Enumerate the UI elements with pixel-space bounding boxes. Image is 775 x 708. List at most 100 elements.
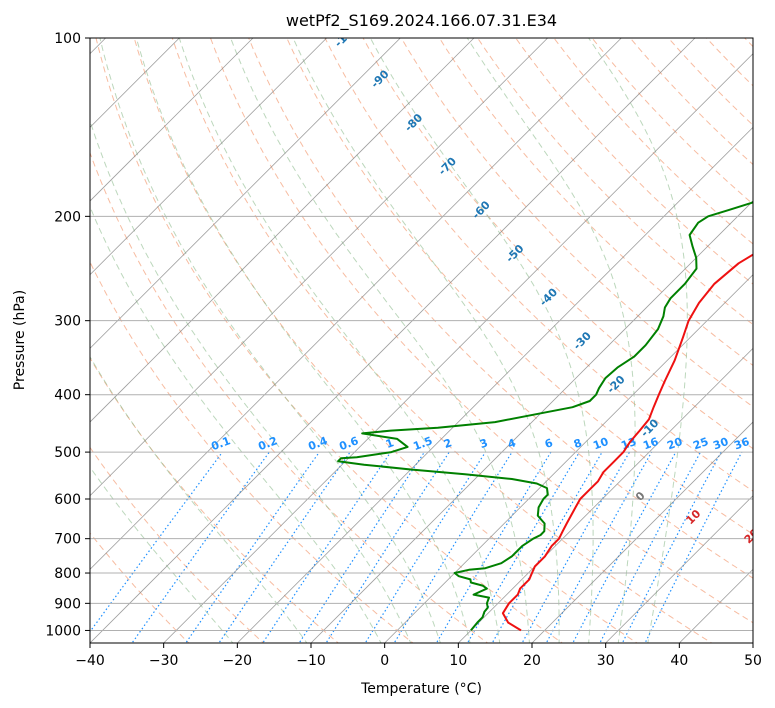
temperature-line	[501, 253, 753, 632]
isotherm-line	[90, 38, 548, 497]
y-tick-label: 1000	[45, 623, 81, 639]
dry-adiabat-line	[90, 532, 190, 643]
chart-title: wetPf2_S169.2024.166.07.31.E34	[286, 11, 557, 31]
isotherm-line	[310, 200, 753, 643]
mixing-ratio-label: 10	[591, 435, 610, 453]
isotherm-line	[458, 347, 753, 643]
dry-adiabat-line	[286, 38, 753, 535]
x-tick-label: −10	[296, 653, 326, 669]
mixing-ratio-label: 1.5	[411, 434, 434, 453]
mixing-ratio-line	[466, 451, 580, 643]
dry-adiabat-line	[667, 38, 753, 126]
moist-adiabat-label: 20	[742, 526, 762, 546]
isotherm-line	[531, 421, 753, 643]
dry-adiabat-label: -80	[402, 111, 425, 134]
moist-adiabat-line	[90, 355, 308, 643]
mixing-ratio-label: 4	[506, 436, 518, 451]
y-tick-label: 300	[54, 314, 81, 330]
x-axis: −40 −30 −20 −10 0 10 20 30 40 50	[75, 643, 762, 669]
mixing-ratio-label: 0.4	[306, 434, 329, 453]
x-axis-label: Temperature (°C)	[360, 681, 482, 697]
dry-adiabat-line	[770, 25, 775, 646]
mixing-ratio-label: 2	[442, 436, 454, 451]
mixing-ratio-label: 8	[572, 436, 584, 451]
mixing-ratio-label: 36	[732, 435, 751, 453]
mixing-ratio-line	[185, 451, 320, 643]
dry-adiabat-line	[438, 38, 753, 367]
mixing-ratio-label: 0.6	[337, 434, 360, 453]
isotherm-line	[90, 38, 475, 423]
mixing-ratio-line	[599, 451, 702, 643]
mixing-ratio-line	[644, 451, 743, 643]
y-tick-label: 500	[54, 445, 81, 461]
mixing-ratio-line	[218, 451, 351, 643]
mixing-ratio-label: 3	[478, 436, 490, 451]
y-tick-label: 600	[54, 492, 81, 508]
y-tick-label: 700	[54, 532, 81, 548]
dry-adiabat-line	[90, 446, 265, 643]
dewpoint-line	[337, 200, 753, 632]
moist-adiabat-line	[369, 38, 594, 643]
y-tick-label: 900	[54, 596, 81, 612]
dry-adiabat-line	[133, 38, 638, 643]
mixing-ratio-line	[262, 451, 392, 643]
isotherm-line	[752, 642, 753, 643]
x-tick-label: 0	[380, 653, 389, 669]
moist-adiabat-line	[90, 205, 382, 643]
moist-adiabat-line	[178, 38, 501, 643]
mixing-ratio-line	[572, 451, 677, 643]
dry-adiabat-label: -100	[332, 21, 361, 50]
dry-adiabat-line	[90, 357, 340, 643]
x-tick-label: −20	[223, 653, 253, 669]
isotherm-line	[163, 53, 753, 643]
mixing-ratio-label: 0.1	[209, 434, 232, 453]
dry-adiabat-line	[90, 151, 489, 643]
mixing-ratio-label: 20	[665, 435, 684, 453]
dry-adiabat-line	[705, 38, 753, 87]
mixing-ratio-line	[393, 451, 513, 643]
background-lines	[90, 25, 775, 646]
mixing-ratio-line	[621, 451, 722, 643]
isotherm-line	[384, 274, 753, 643]
y-axis: 100 200 300 400 500 600 700 800 900 1000	[45, 31, 90, 639]
mixing-ratio-label: 6	[543, 436, 555, 451]
dry-adiabat-line	[90, 260, 414, 643]
isotherm-line	[90, 38, 254, 202]
mixing-ratio-label: 0.2	[256, 434, 279, 453]
isotherm-line	[237, 126, 753, 643]
moist-adiabat-line	[99, 38, 441, 643]
mixing-ratio-line	[435, 451, 552, 643]
plot-frame	[89, 37, 754, 644]
y-tick-label: 400	[54, 388, 81, 404]
moist-adiabat-line	[466, 38, 636, 643]
isotherm-line	[679, 568, 753, 643]
isotherm-line	[90, 38, 327, 276]
moist-adiabat-line	[230, 38, 530, 643]
x-tick-label: 40	[670, 653, 688, 669]
isotherm-line	[90, 38, 622, 570]
mixing-ratio-line	[90, 451, 223, 633]
mixing-ratio-line	[364, 451, 486, 643]
x-tick-label: 30	[597, 653, 615, 669]
y-tick-label: 100	[54, 31, 81, 47]
mixing-ratio-label: 30	[711, 435, 730, 453]
mixing-ratio-line	[325, 451, 450, 643]
dry-adiabat-line	[591, 38, 753, 205]
y-axis-label: Pressure (hPa)	[12, 290, 28, 390]
x-tick-label: 50	[744, 653, 762, 669]
y-tick-label: 800	[54, 566, 81, 582]
sounding-traces	[337, 200, 753, 632]
dry-adiabat-label: -50	[503, 242, 526, 265]
mixing-ratio-label: 16	[641, 435, 660, 453]
x-tick-label: 20	[523, 653, 541, 669]
moist-adiabat-label: 10	[683, 507, 703, 527]
moist-adiabat-line	[135, 38, 471, 643]
dry-adiabat-line	[629, 38, 753, 166]
moist-adiabat-label: 0	[633, 489, 648, 504]
moist-adiabat-line	[90, 119, 412, 643]
x-tick-label: 10	[449, 653, 467, 669]
mixing-ratio-line	[131, 451, 270, 643]
isotherm-line	[90, 38, 401, 349]
isotherm-line	[90, 38, 696, 643]
